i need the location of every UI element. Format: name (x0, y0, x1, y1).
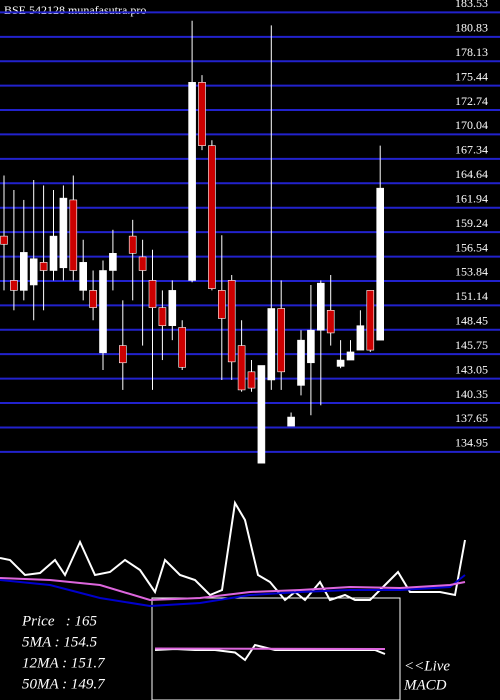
candle-body (49, 235, 58, 271)
live-note: <<Live (404, 658, 450, 674)
indicator-line (0, 577, 466, 602)
candle-body (19, 252, 28, 291)
candle-body (10, 280, 18, 291)
candle-body (89, 290, 97, 308)
candle-body (227, 280, 236, 363)
y-tick-label: 178.13 (455, 45, 488, 59)
candle-body (0, 235, 8, 245)
candle-body (208, 145, 216, 289)
legend-entry: 12MA : 151.7 (22, 655, 106, 671)
candle-body (297, 339, 305, 386)
legend-entry: Price : 165 (21, 613, 97, 629)
candle-body (158, 307, 167, 326)
y-tick-label: 151.14 (455, 289, 488, 303)
indicator-line (154, 643, 386, 662)
candle-body (257, 365, 266, 464)
candle-body (247, 371, 256, 389)
y-tick-label: 183.53 (455, 0, 488, 10)
indicator-line (0, 574, 466, 608)
candle-body (138, 256, 147, 271)
macd-frame (151, 597, 401, 700)
indicator-line (154, 647, 386, 650)
candle-body (366, 290, 375, 351)
y-tick-label: 140.35 (455, 387, 488, 401)
candle-body (79, 262, 87, 291)
candle-body (148, 280, 157, 308)
y-tick-label: 180.83 (455, 21, 488, 35)
candle-body (287, 416, 295, 427)
candle-body (277, 308, 286, 373)
candle-body (119, 345, 127, 364)
candle-body (356, 325, 365, 351)
candle-body (109, 253, 117, 271)
candle-body (188, 82, 196, 281)
y-tick-label: 164.64 (455, 167, 488, 181)
y-tick-label: 170.04 (455, 118, 488, 132)
y-tick-label: 143.05 (455, 362, 488, 376)
candle-body (59, 197, 68, 269)
candle-body (267, 308, 276, 381)
indicator-line (0, 500, 466, 602)
candle-body (237, 345, 246, 391)
legend-entry: 50MA : 149.7 (22, 676, 106, 692)
y-tick-label: 175.44 (455, 69, 488, 83)
macd-title: MACD (403, 677, 447, 693)
candle-body (376, 187, 385, 341)
y-tick-label: 172.74 (455, 94, 488, 108)
y-tick-label: 156.54 (455, 240, 488, 254)
candle-body (218, 290, 226, 319)
legend-entry: 5MA : 154.5 (22, 634, 98, 650)
y-tick-label: 137.65 (455, 411, 488, 425)
y-tick-label: 167.34 (455, 143, 488, 157)
y-tick-label: 159.24 (455, 216, 488, 230)
y-tick-label: 148.45 (455, 314, 488, 328)
candle-body (316, 282, 325, 331)
candle-body (128, 235, 137, 254)
y-tick-label: 145.75 (455, 338, 488, 352)
candle-body (198, 82, 206, 146)
y-tick-label: 153.84 (455, 265, 488, 279)
chart-title: BSE 542128 munafasutra.pro (4, 3, 146, 17)
candle-body (346, 351, 355, 361)
y-tick-label: 161.94 (455, 191, 488, 205)
candle-body (99, 270, 107, 354)
candle-body (168, 290, 177, 326)
candle-body (29, 258, 38, 286)
candle-body (178, 327, 186, 368)
candle-body (39, 262, 48, 271)
candle-body (69, 199, 78, 271)
candle-body (307, 329, 315, 364)
candle-body (336, 359, 345, 367)
candle-body (326, 310, 335, 334)
y-tick-label: 134.95 (455, 436, 488, 450)
